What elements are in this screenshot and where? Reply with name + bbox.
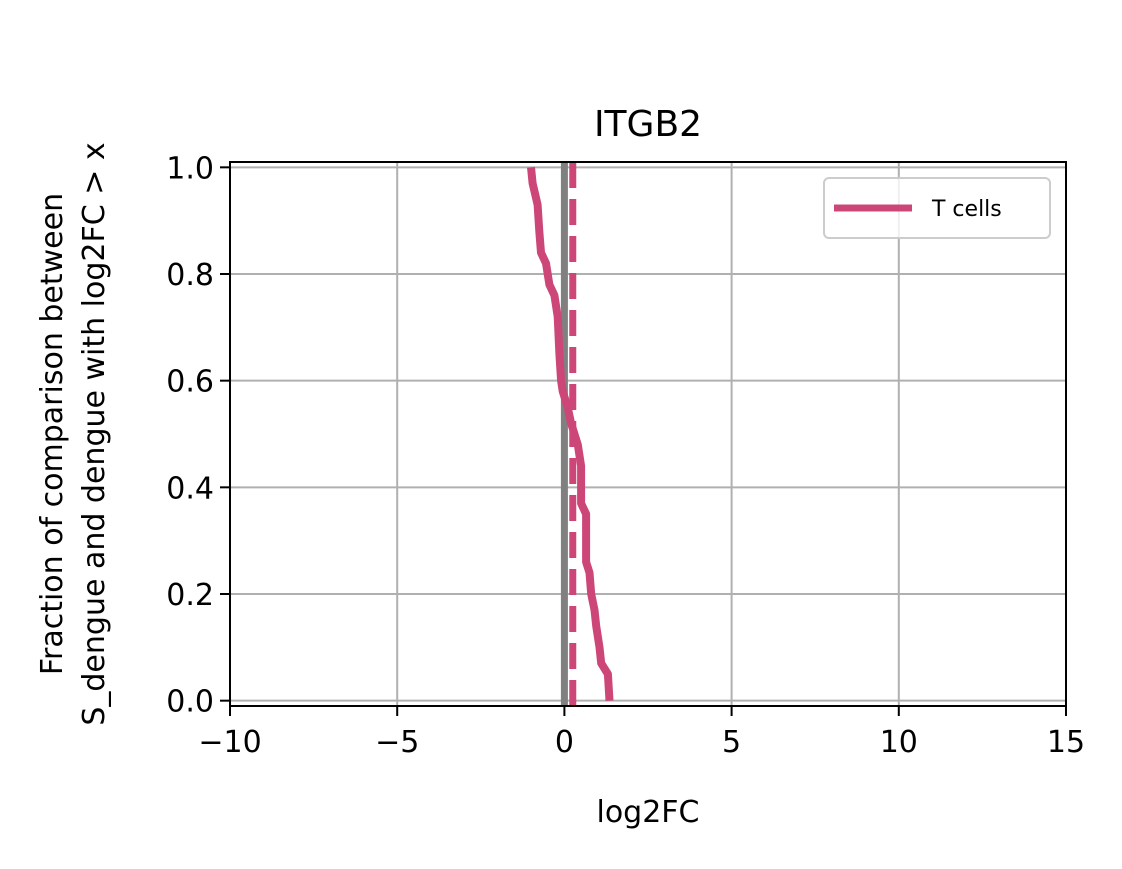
- y-tick-label: 0.2: [166, 578, 214, 613]
- legend-box: [823, 177, 1051, 239]
- y-tick-label: 0.4: [166, 471, 214, 506]
- x-tick-label: −5: [375, 725, 419, 760]
- series-layer: [527, 166, 614, 701]
- x-tick-label: 15: [1047, 725, 1085, 760]
- x-tick-label: 10: [880, 725, 918, 760]
- y-tick-label: 0.0: [166, 685, 214, 720]
- y-tick-label: 0.8: [166, 258, 214, 293]
- y-tick-label: 1.0: [166, 151, 214, 186]
- x-axis-label: log2FC: [596, 795, 699, 830]
- plot-frame: [229, 161, 1067, 707]
- series-line-t-cells: [527, 166, 614, 701]
- y-axis-label-line-2: S_dengue and dengue with log2FC > x: [77, 142, 112, 725]
- x-tick-label: −10: [198, 725, 261, 760]
- chart-title: ITGB2: [594, 104, 702, 145]
- legend-label: T cells: [931, 197, 1002, 222]
- legend: T cells: [823, 177, 1051, 239]
- x-tick-label: 5: [722, 725, 741, 760]
- x-tick-label: 0: [555, 725, 574, 760]
- grid: [229, 162, 1067, 706]
- y-axis-ticks: 0.0 0.2 0.4 0.6 0.8 1.0: [166, 151, 230, 720]
- y-axis-label-line-1: Fraction of comparison between: [35, 193, 70, 675]
- x-axis-ticks: −10 −5 0 5 10 15: [198, 706, 1085, 760]
- y-tick-label: 0.6: [166, 365, 214, 400]
